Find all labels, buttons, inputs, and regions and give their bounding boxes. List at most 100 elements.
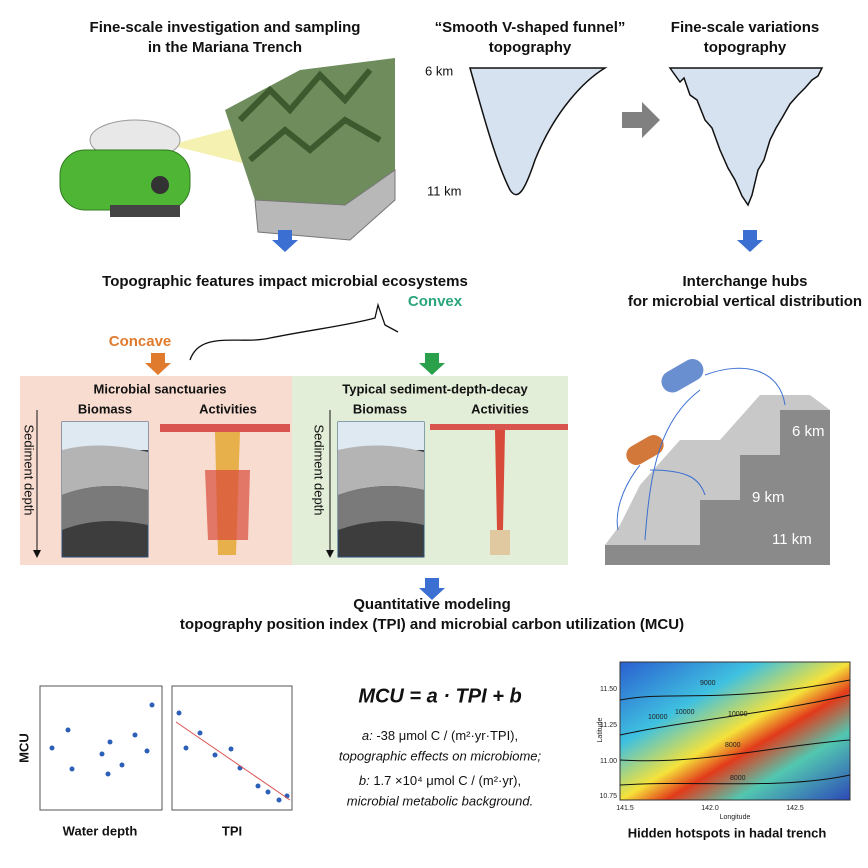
contour-label: 10000 xyxy=(728,711,748,718)
sketch-points xyxy=(265,789,271,795)
depth-label: 11 km xyxy=(427,183,461,198)
microbe-icon xyxy=(626,435,664,465)
column-label: Biomass xyxy=(78,401,132,416)
tick-label: 142.5 xyxy=(786,805,804,812)
sketch-points xyxy=(65,727,71,733)
sketch-points xyxy=(107,739,113,745)
sketch-points xyxy=(176,710,182,716)
coefficient-note: topographic effects on microbiome; xyxy=(339,748,542,763)
sanctuary-panel: Microbial sanctuaries Biomass Activities… xyxy=(20,376,292,565)
terrain-profile xyxy=(189,302,399,361)
equation: MCU = a · TPI + b xyxy=(358,685,521,707)
stairs-panel: 6 km 9 km 11 km xyxy=(605,359,830,565)
arrow xyxy=(145,353,171,375)
axis-label: TPI xyxy=(222,823,242,838)
activity-band xyxy=(430,424,568,430)
tick-label: 141.5 xyxy=(616,805,634,812)
smooth-funnel-panel: “Smooth V-shaped funnel” topography 6 km… xyxy=(425,19,660,198)
sketch-points xyxy=(255,783,261,789)
axis-label: Water depth xyxy=(63,823,138,838)
sketch-points xyxy=(105,771,111,777)
submersible-hull xyxy=(59,149,191,211)
model-plots: MCU Water depth TPI xyxy=(16,685,293,838)
coefficient-label: b: xyxy=(359,773,370,788)
sketch-points xyxy=(132,732,138,738)
terrain-block xyxy=(254,169,396,241)
fine-funnel-panel: Fine-scale variations topography xyxy=(668,19,824,207)
tick-label: 11.25 xyxy=(600,722,617,729)
axis-label: Longitude xyxy=(720,814,751,821)
tick-label: 11.50 xyxy=(600,686,617,693)
section-title: for microbial vertical distribution xyxy=(628,293,862,310)
arrow xyxy=(622,102,660,138)
terrain-ridges xyxy=(237,68,382,163)
dispersal-arrow xyxy=(616,367,786,541)
arrow xyxy=(419,353,445,375)
fit-line xyxy=(175,721,291,801)
stairs-front xyxy=(605,410,830,565)
sketch-points xyxy=(228,746,234,752)
sketch-points xyxy=(49,702,290,803)
contour-label: 8000 xyxy=(725,742,741,749)
activity-band xyxy=(160,424,290,432)
tick-label: 11.00 xyxy=(600,758,617,765)
column-label: Activities xyxy=(199,401,257,416)
sketch-points xyxy=(212,752,218,758)
sketch-points xyxy=(183,745,189,751)
contour-label: 10000 xyxy=(675,709,695,716)
sketch-points xyxy=(49,745,55,751)
water-layer xyxy=(338,422,424,450)
axis-label: MCU xyxy=(16,733,31,763)
activity-profile xyxy=(495,430,505,530)
stairs-top xyxy=(605,395,830,545)
decay-panel: Typical sediment-depth-decay Biomass Act… xyxy=(292,376,568,565)
depth-label: 6 km xyxy=(425,63,453,78)
plot-frame xyxy=(39,685,163,811)
panel-title: Fine-scale investigation and sampling xyxy=(90,19,361,36)
axis-label: Sediment depth xyxy=(312,424,327,515)
depth-arrow xyxy=(33,550,41,558)
activity-profile xyxy=(205,470,250,540)
step-label: 9 km xyxy=(752,489,785,506)
tick-label: 142.0 xyxy=(701,805,719,812)
axis-label: Sediment depth xyxy=(22,424,37,515)
concave-label: Concave xyxy=(109,333,172,350)
panel-title: Fine-scale variations xyxy=(671,19,819,36)
axis-label: Latitude xyxy=(597,717,604,742)
microbe-icon xyxy=(661,359,704,393)
sediment-layer xyxy=(338,445,424,495)
sketch-points xyxy=(149,702,155,708)
coefficient-note: microbial metabolic background. xyxy=(347,793,533,808)
coefficient: a: -38 μmol C / (m²·yr·TPI), xyxy=(362,728,518,743)
section-title: Quantitative modeling xyxy=(353,596,511,613)
sketch-points xyxy=(99,751,105,757)
sampling-panel: Fine-scale investigation and sampling in… xyxy=(59,19,396,241)
coefficient-value: 1.7 ×10⁴ μmol C / (m²·yr), xyxy=(373,773,521,788)
water-layer xyxy=(62,422,148,450)
panel-title: Typical sediment-depth-decay xyxy=(342,381,528,396)
panel-title: topography xyxy=(704,39,787,56)
activity-profile xyxy=(490,530,510,555)
section-title: Interchange hubs xyxy=(682,273,807,290)
panel-title: Microbial sanctuaries xyxy=(94,381,227,396)
section-title: topography position index (TPI) and micr… xyxy=(180,616,684,633)
depth-arrow xyxy=(326,550,334,558)
coefficient: b: 1.7 ×10⁴ μmol C / (m²·yr), xyxy=(359,773,521,788)
funnel-profile xyxy=(469,67,608,196)
tick-label: 10.75 xyxy=(599,793,617,800)
funnel-profile xyxy=(668,67,824,207)
sediment-layer xyxy=(62,445,148,495)
contour-label: 10000 xyxy=(648,714,668,721)
contour-label: 8000 xyxy=(730,775,746,782)
coefficient-value: -38 μmol C / (m²·yr·TPI), xyxy=(376,728,518,743)
section-title: Topographic features impact microbial ec… xyxy=(102,273,468,290)
column-label: Biomass xyxy=(353,401,407,416)
sediment-layer xyxy=(62,486,148,530)
sketch-points xyxy=(144,748,150,754)
sketch-points xyxy=(276,797,282,803)
coefficient-label: a: xyxy=(362,728,373,743)
sketch-points xyxy=(197,730,203,736)
hotspot-map: 9000 10000 10000 10000 8000 8000 Latitud… xyxy=(597,661,851,840)
equation-block: MCU = a · TPI + b a: -38 μmol C / (m²·yr… xyxy=(339,685,542,808)
